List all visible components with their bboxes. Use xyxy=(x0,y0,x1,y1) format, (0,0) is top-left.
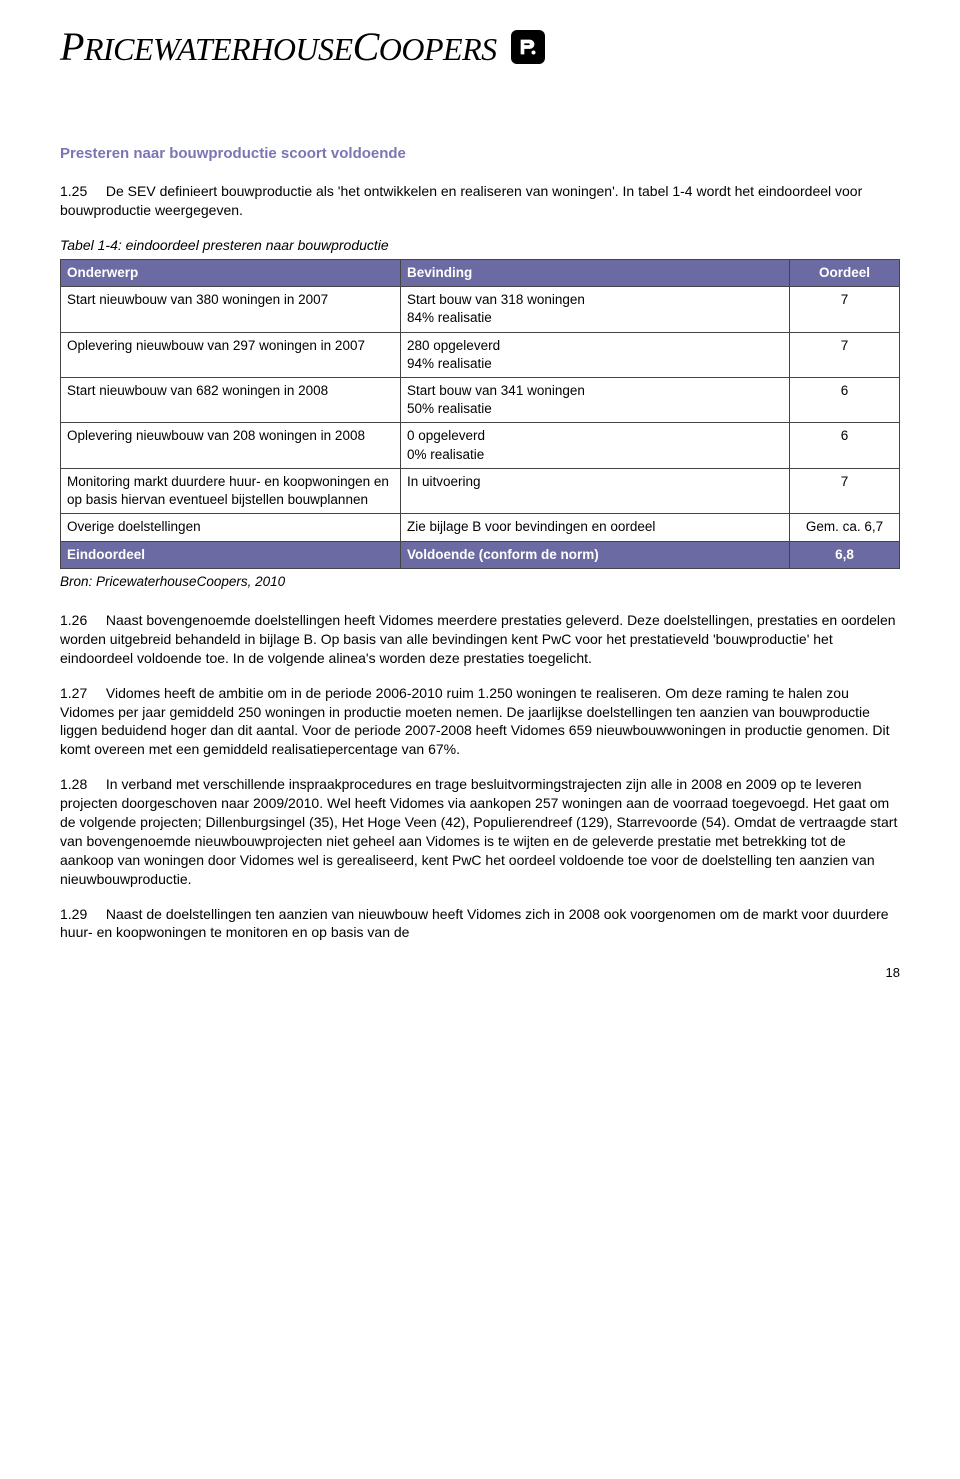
cell-oordeel: Gem. ca. 6,7 xyxy=(790,514,900,541)
paragraph-1-28: 1.28 In verband met verschillende inspra… xyxy=(60,775,900,888)
cell-oordeel: 6 xyxy=(790,378,900,423)
para-number: 1.28 xyxy=(60,775,102,794)
cell-oordeel: 7 xyxy=(790,332,900,377)
table-row: Oplevering nieuwbouw van 297 woningen in… xyxy=(61,332,900,377)
table-row-eindoordeel: EindoordeelVoldoende (conform de norm)6,… xyxy=(61,541,900,568)
cell-onderwerp: Start nieuwbouw van 682 woningen in 2008 xyxy=(61,378,401,423)
logo-text: PRICEWATERHOUSECOOPERS xyxy=(60,20,497,74)
cell-oordeel: 7 xyxy=(790,468,900,513)
section-title: Presteren naar bouwproductie scoort vold… xyxy=(60,144,900,164)
pwc-mark-icon xyxy=(517,36,539,58)
cell-eind-label: Eindoordeel xyxy=(61,541,401,568)
table-row: Oplevering nieuwbouw van 208 woningen in… xyxy=(61,423,900,468)
cell-onderwerp: Overige doelstellingen xyxy=(61,514,401,541)
table-body: Start nieuwbouw van 380 woningen in 2007… xyxy=(61,287,900,569)
para-number: 1.26 xyxy=(60,611,102,630)
cell-eind-bevinding: Voldoende (conform de norm) xyxy=(401,541,790,568)
cell-oordeel: 7 xyxy=(790,287,900,332)
table-header-row: Onderwerp Bevinding Oordeel xyxy=(61,259,900,286)
col-bevinding: Bevinding xyxy=(401,259,790,286)
table-source: Bron: PricewaterhouseCoopers, 2010 xyxy=(60,573,900,591)
para-text: In verband met verschillende inspraakpro… xyxy=(60,776,897,886)
para-text: Naast de doelstellingen ten aanzien van … xyxy=(60,906,889,941)
cell-bevinding: Zie bijlage B voor bevindingen en oordee… xyxy=(401,514,790,541)
logo-icon xyxy=(511,30,545,64)
cell-bevinding: Start bouw van 318 woningen 84% realisat… xyxy=(401,287,790,332)
cell-bevinding: 0 opgeleverd 0% realisatie xyxy=(401,423,790,468)
cell-onderwerp: Monitoring markt duurdere huur- en koopw… xyxy=(61,468,401,513)
col-onderwerp: Onderwerp xyxy=(61,259,401,286)
para-number: 1.25 xyxy=(60,182,102,201)
paragraph-1-27: 1.27 Vidomes heeft de ambitie om in de p… xyxy=(60,684,900,760)
table-row: Overige doelstellingenZie bijlage B voor… xyxy=(61,514,900,541)
table-caption: Tabel 1-4: eindoordeel presteren naar bo… xyxy=(60,236,900,255)
para-text: Vidomes heeft de ambitie om in de period… xyxy=(60,685,889,758)
para-number: 1.29 xyxy=(60,905,102,924)
para-text: De SEV definieert bouwproductie als 'het… xyxy=(60,183,862,218)
para-text: Naast bovengenoemde doelstellingen heeft… xyxy=(60,612,896,666)
logo-row: PRICEWATERHOUSECOOPERS xyxy=(60,20,900,74)
paragraph-1-29: 1.29 Naast de doelstellingen ten aanzien… xyxy=(60,905,900,943)
page-number: 18 xyxy=(60,964,900,982)
cell-oordeel: 6 xyxy=(790,423,900,468)
cell-bevinding: Start bouw van 341 woningen 50% realisat… xyxy=(401,378,790,423)
cell-onderwerp: Oplevering nieuwbouw van 208 woningen in… xyxy=(61,423,401,468)
cell-bevinding: In uitvoering xyxy=(401,468,790,513)
col-oordeel: Oordeel xyxy=(790,259,900,286)
table-row: Start nieuwbouw van 380 woningen in 2007… xyxy=(61,287,900,332)
table-row: Start nieuwbouw van 682 woningen in 2008… xyxy=(61,378,900,423)
eindoordeel-table: Onderwerp Bevinding Oordeel Start nieuwb… xyxy=(60,259,900,569)
cell-onderwerp: Oplevering nieuwbouw van 297 woningen in… xyxy=(61,332,401,377)
cell-onderwerp: Start nieuwbouw van 380 woningen in 2007 xyxy=(61,287,401,332)
cell-bevinding: 280 opgeleverd 94% realisatie xyxy=(401,332,790,377)
cell-eind-oordeel: 6,8 xyxy=(790,541,900,568)
para-number: 1.27 xyxy=(60,684,102,703)
paragraph-1-26: 1.26 Naast bovengenoemde doelstellingen … xyxy=(60,611,900,668)
paragraph-1-25: 1.25 De SEV definieert bouwproductie als… xyxy=(60,182,900,220)
table-row: Monitoring markt duurdere huur- en koopw… xyxy=(61,468,900,513)
